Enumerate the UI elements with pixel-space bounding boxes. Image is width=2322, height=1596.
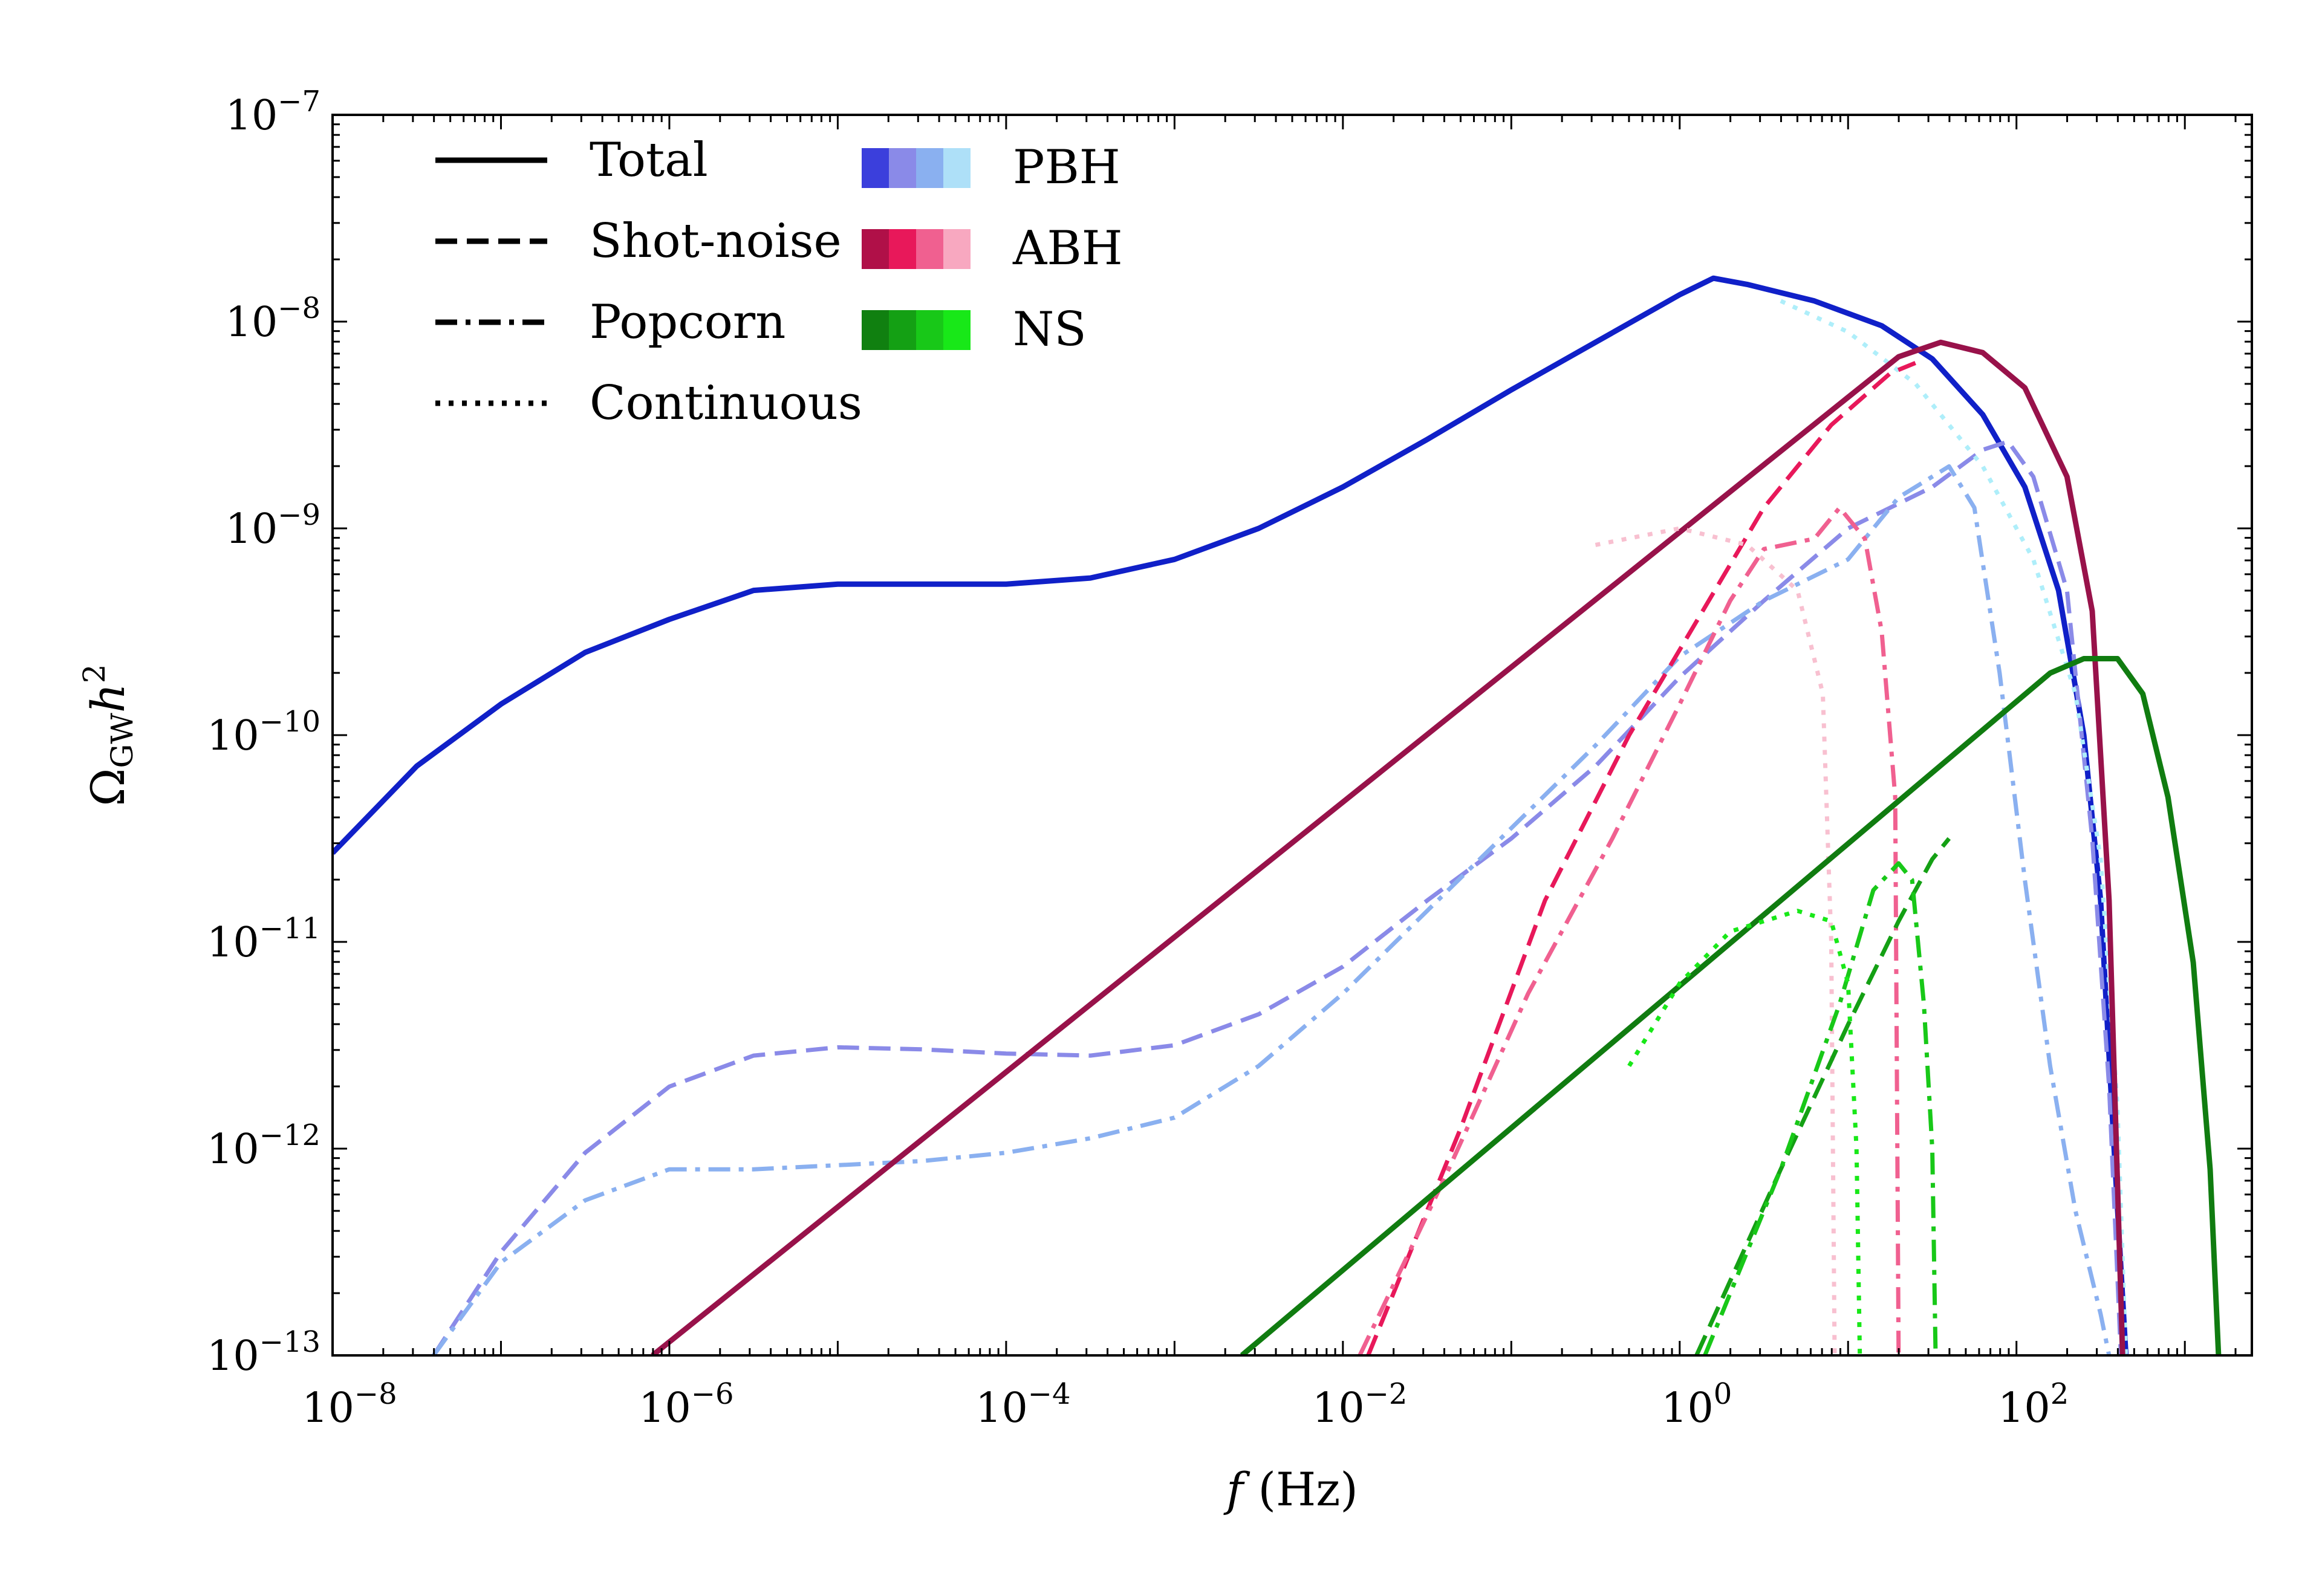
series-abh-total [651, 339, 2125, 1355]
y-axis-label: ΩGWh2 [77, 664, 140, 806]
legend-swatch [862, 310, 889, 350]
legend-swatch [889, 229, 916, 269]
legend-label: Popcorn [590, 295, 785, 349]
x-axis-label: f (Hz) [1223, 1462, 1358, 1516]
legend-swatch [943, 229, 971, 269]
y-tick-label: 10−10 [207, 705, 320, 760]
tick-labels-layer: 10−8 10−6 10−4 10−2 100 102 10−13 10−12 10−11 10−… [207, 85, 2069, 1432]
legend-swatch [889, 148, 916, 188]
y-tick-label: 10−13 [207, 1325, 320, 1380]
x-tick-label: 102 [1998, 1377, 2069, 1432]
legend-label: Total [590, 133, 708, 187]
legend: Total Shot-noise Popcorn Continuous PBH ABH NS [435, 133, 1123, 430]
y-tick-label: 10−8 [226, 291, 320, 346]
y-tick-label: 10−7 [226, 85, 320, 140]
legend-swatch [889, 310, 916, 350]
series-pbh-shot-noise [432, 439, 2123, 1355]
x-tick-label: 10−4 [975, 1377, 1070, 1432]
x-tick-label: 100 [1661, 1377, 1732, 1432]
legend-swatch [943, 148, 971, 188]
series-ns-total [1240, 656, 2222, 1355]
x-tick-label: 10−6 [639, 1377, 733, 1432]
series-ns-shot-noise [1694, 837, 1951, 1355]
legend-swatch [916, 148, 943, 188]
series-pbh-total [333, 275, 2129, 1355]
legend-swatch [916, 229, 943, 269]
legend-swatch [916, 310, 943, 350]
legend-swatch [862, 148, 889, 188]
series-abh-shot-noise [1366, 361, 1916, 1355]
legend-source-label: PBH [1013, 140, 1120, 195]
x-tick-label: 10−2 [1312, 1377, 1407, 1432]
legend-label: Shot-noise [590, 214, 842, 268]
legend-source-label: ABH [1012, 221, 1123, 276]
y-tick-label: 10−11 [207, 912, 320, 967]
ticks-layer [331, 114, 2252, 1357]
series-abh-continuous [1595, 526, 1837, 1355]
series-pbh-popcorn [432, 464, 2112, 1355]
legend-source-label: NS [1013, 302, 1087, 357]
series-layer [333, 275, 2222, 1355]
svg-text:ΩGWh2: ΩGWh2 [77, 664, 140, 806]
legend-swatch [943, 310, 971, 350]
series-ns-popcorn [1703, 861, 1938, 1355]
x-tick-label: 10−8 [302, 1377, 397, 1432]
legend-label: Continuous [590, 376, 862, 430]
legend-swatch [862, 229, 889, 269]
y-tick-label: 10−9 [226, 498, 320, 553]
y-tick-label: 10−12 [207, 1118, 320, 1173]
series-ns-continuous [1627, 909, 1862, 1355]
series-abh-popcorn [1358, 505, 1901, 1355]
